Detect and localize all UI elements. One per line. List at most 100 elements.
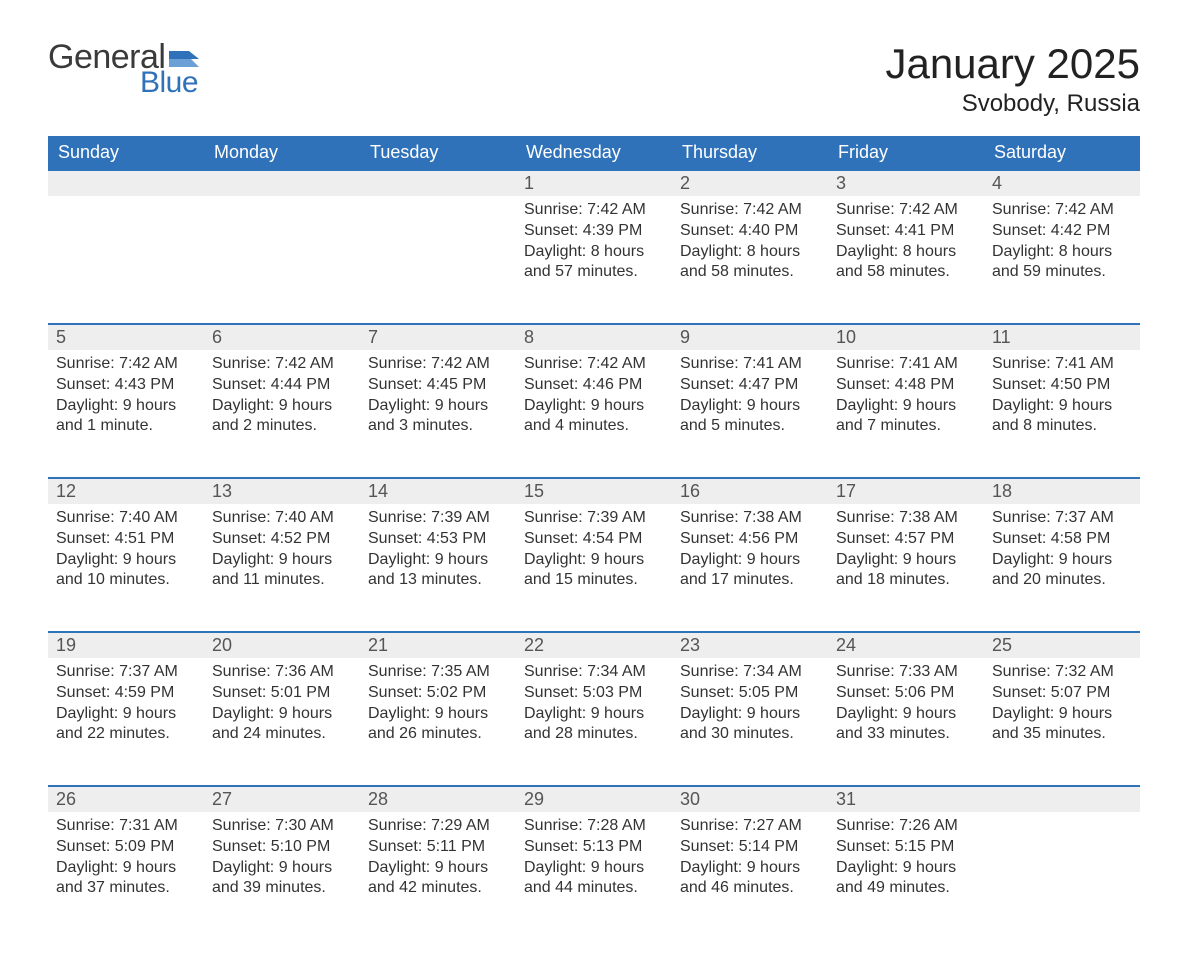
day-content-cell: Sunrise: 7:42 AMSunset: 4:44 PMDaylight:… bbox=[204, 350, 360, 478]
day-content-cell: Sunrise: 7:36 AMSunset: 5:01 PMDaylight:… bbox=[204, 658, 360, 786]
daylight2-text: and 17 minutes. bbox=[680, 570, 820, 591]
daylight1-text: Daylight: 9 hours bbox=[524, 396, 664, 417]
sunrise-text: Sunrise: 7:31 AM bbox=[56, 816, 196, 837]
daylight2-text: and 24 minutes. bbox=[212, 724, 352, 745]
day-content-row: Sunrise: 7:37 AMSunset: 4:59 PMDaylight:… bbox=[48, 658, 1140, 786]
day-number-cell: 24 bbox=[828, 632, 984, 658]
daylight1-text: Daylight: 9 hours bbox=[56, 858, 196, 879]
daylight1-text: Daylight: 9 hours bbox=[368, 858, 508, 879]
day-content-cell: Sunrise: 7:42 AMSunset: 4:46 PMDaylight:… bbox=[516, 350, 672, 478]
day-number-cell: 1 bbox=[516, 170, 672, 196]
month-title: January 2025 bbox=[885, 40, 1140, 88]
day-number-row: 1234 bbox=[48, 170, 1140, 196]
sunrise-text: Sunrise: 7:30 AM bbox=[212, 816, 352, 837]
daylight2-text: and 58 minutes. bbox=[680, 262, 820, 283]
sunset-text: Sunset: 5:05 PM bbox=[680, 683, 820, 704]
day-number-cell: 30 bbox=[672, 786, 828, 812]
daylight1-text: Daylight: 8 hours bbox=[680, 242, 820, 263]
sunrise-text: Sunrise: 7:40 AM bbox=[212, 508, 352, 529]
sunset-text: Sunset: 5:13 PM bbox=[524, 837, 664, 858]
day-content-row: Sunrise: 7:31 AMSunset: 5:09 PMDaylight:… bbox=[48, 812, 1140, 940]
sunrise-text: Sunrise: 7:29 AM bbox=[368, 816, 508, 837]
sunset-text: Sunset: 4:45 PM bbox=[368, 375, 508, 396]
day-number-cell: 29 bbox=[516, 786, 672, 812]
sunset-text: Sunset: 4:42 PM bbox=[992, 221, 1132, 242]
day-number-cell: 31 bbox=[828, 786, 984, 812]
sunrise-text: Sunrise: 7:42 AM bbox=[56, 354, 196, 375]
day-number-cell: 20 bbox=[204, 632, 360, 658]
daylight1-text: Daylight: 9 hours bbox=[524, 704, 664, 725]
sunrise-text: Sunrise: 7:39 AM bbox=[368, 508, 508, 529]
day-content-cell: Sunrise: 7:26 AMSunset: 5:15 PMDaylight:… bbox=[828, 812, 984, 940]
daylight2-text: and 26 minutes. bbox=[368, 724, 508, 745]
daylight2-text: and 30 minutes. bbox=[680, 724, 820, 745]
daylight1-text: Daylight: 9 hours bbox=[680, 550, 820, 571]
daylight1-text: Daylight: 9 hours bbox=[836, 858, 976, 879]
day-number-cell: 14 bbox=[360, 478, 516, 504]
day-number-cell bbox=[360, 170, 516, 196]
daylight2-text: and 22 minutes. bbox=[56, 724, 196, 745]
weekday-header: Sunday bbox=[48, 136, 204, 170]
daylight2-text: and 5 minutes. bbox=[680, 416, 820, 437]
day-content-cell bbox=[204, 196, 360, 324]
daylight2-text: and 7 minutes. bbox=[836, 416, 976, 437]
daylight1-text: Daylight: 9 hours bbox=[836, 396, 976, 417]
daylight2-text: and 4 minutes. bbox=[524, 416, 664, 437]
sunset-text: Sunset: 4:51 PM bbox=[56, 529, 196, 550]
sunset-text: Sunset: 4:57 PM bbox=[836, 529, 976, 550]
sunset-text: Sunset: 4:44 PM bbox=[212, 375, 352, 396]
daylight2-text: and 39 minutes. bbox=[212, 878, 352, 899]
sunset-text: Sunset: 4:47 PM bbox=[680, 375, 820, 396]
daylight2-text: and 46 minutes. bbox=[680, 878, 820, 899]
sunset-text: Sunset: 5:06 PM bbox=[836, 683, 976, 704]
day-content-cell bbox=[984, 812, 1140, 940]
day-content-row: Sunrise: 7:40 AMSunset: 4:51 PMDaylight:… bbox=[48, 504, 1140, 632]
sunrise-text: Sunrise: 7:42 AM bbox=[680, 200, 820, 221]
sunrise-text: Sunrise: 7:27 AM bbox=[680, 816, 820, 837]
sunrise-text: Sunrise: 7:42 AM bbox=[212, 354, 352, 375]
day-content-row: Sunrise: 7:42 AM Sunset: 4:39 PM Daylight:… bbox=[48, 196, 1140, 324]
day-content-cell: Sunrise: 7:40 AMSunset: 4:52 PMDaylight:… bbox=[204, 504, 360, 632]
sunrise-text: Sunrise: 7:38 AM bbox=[836, 508, 976, 529]
sunset-text: Sunset: 5:14 PM bbox=[680, 837, 820, 858]
daylight1-text: Daylight: 9 hours bbox=[680, 396, 820, 417]
daylight2-text: and 13 minutes. bbox=[368, 570, 508, 591]
day-number-cell: 5 bbox=[48, 324, 204, 350]
day-content-cell bbox=[48, 196, 204, 324]
sunset-text: Sunset: 4:48 PM bbox=[836, 375, 976, 396]
day-content-cell: Sunrise: 7:42 AMSunset: 4:45 PMDaylight:… bbox=[360, 350, 516, 478]
day-number-cell: 18 bbox=[984, 478, 1140, 504]
day-number-cell: 9 bbox=[672, 324, 828, 350]
flag-icon bbox=[169, 48, 199, 70]
day-number-row: 262728293031 bbox=[48, 786, 1140, 812]
day-content-cell: Sunrise: 7:42 AMSunset: 4:41 PMDaylight:… bbox=[828, 196, 984, 324]
sunset-text: Sunset: 4:39 PM bbox=[524, 221, 664, 242]
daylight1-text: Daylight: 9 hours bbox=[212, 858, 352, 879]
day-number-cell bbox=[48, 170, 204, 196]
daylight2-text: and 58 minutes. bbox=[836, 262, 976, 283]
daylight1-text: Daylight: 9 hours bbox=[836, 550, 976, 571]
day-content-cell: Sunrise: 7:38 AMSunset: 4:56 PMDaylight:… bbox=[672, 504, 828, 632]
day-content-row: Sunrise: 7:42 AMSunset: 4:43 PMDaylight:… bbox=[48, 350, 1140, 478]
sunset-text: Sunset: 4:54 PM bbox=[524, 529, 664, 550]
day-number-cell bbox=[204, 170, 360, 196]
day-content-cell bbox=[360, 196, 516, 324]
sunrise-text: Sunrise: 7:40 AM bbox=[56, 508, 196, 529]
sunset-text: Sunset: 5:07 PM bbox=[992, 683, 1132, 704]
day-number-cell: 11 bbox=[984, 324, 1140, 350]
sunset-text: Sunset: 4:50 PM bbox=[992, 375, 1132, 396]
daylight1-text: Daylight: 9 hours bbox=[524, 858, 664, 879]
daylight1-text: Daylight: 8 hours bbox=[992, 242, 1132, 263]
day-number-cell: 22 bbox=[516, 632, 672, 658]
sunset-text: Sunset: 5:10 PM bbox=[212, 837, 352, 858]
daylight1-text: Daylight: 9 hours bbox=[992, 396, 1132, 417]
daylight2-text: and 57 minutes. bbox=[524, 262, 664, 283]
day-number-cell: 28 bbox=[360, 786, 516, 812]
sunrise-text: Sunrise: 7:41 AM bbox=[992, 354, 1132, 375]
day-number-cell: 12 bbox=[48, 478, 204, 504]
day-content-cell: Sunrise: 7:42 AMSunset: 4:43 PMDaylight:… bbox=[48, 350, 204, 478]
daylight2-text: and 35 minutes. bbox=[992, 724, 1132, 745]
daylight1-text: Daylight: 9 hours bbox=[212, 704, 352, 725]
day-content-cell: Sunrise: 7:28 AMSunset: 5:13 PMDaylight:… bbox=[516, 812, 672, 940]
day-number-cell: 16 bbox=[672, 478, 828, 504]
